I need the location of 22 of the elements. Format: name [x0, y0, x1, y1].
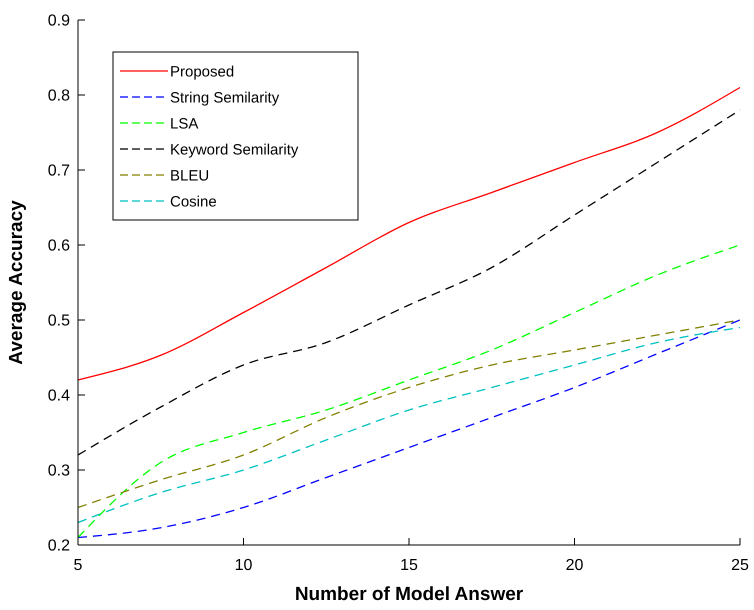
- y-tick-label: 0.5: [48, 312, 70, 330]
- y-tick-label: 0.4: [48, 388, 70, 405]
- x-tick-label: 5: [74, 557, 83, 574]
- y-tick-label: 0.9: [48, 12, 70, 30]
- y-tick-label: 0.2: [48, 538, 70, 555]
- y-tick-label: 0.6: [48, 238, 70, 255]
- legend-label: Cosine: [170, 193, 217, 210]
- line-series: [77, 86, 741, 381]
- x-axis-title: Number of Model Answer: [294, 584, 524, 605]
- x-tick-label: 20: [566, 557, 584, 574]
- legend-label: BLEU: [170, 167, 210, 184]
- x-tick-label: 10: [234, 557, 252, 574]
- legend-label: LSA: [170, 115, 198, 132]
- legend-label: Proposed: [170, 63, 234, 80]
- y-axis-title: Average Accuracy: [6, 200, 27, 365]
- legend-label: Keyword Semilarity: [170, 141, 299, 158]
- y-tick-label: 0.7: [48, 162, 70, 180]
- x-tick-label: 15: [400, 557, 418, 574]
- legend-label: String Semilarity: [170, 89, 280, 106]
- y-tick-label: 0.3: [48, 462, 70, 480]
- y-tick-label: 0.8: [48, 88, 70, 105]
- x-tick-label: 25: [731, 557, 749, 574]
